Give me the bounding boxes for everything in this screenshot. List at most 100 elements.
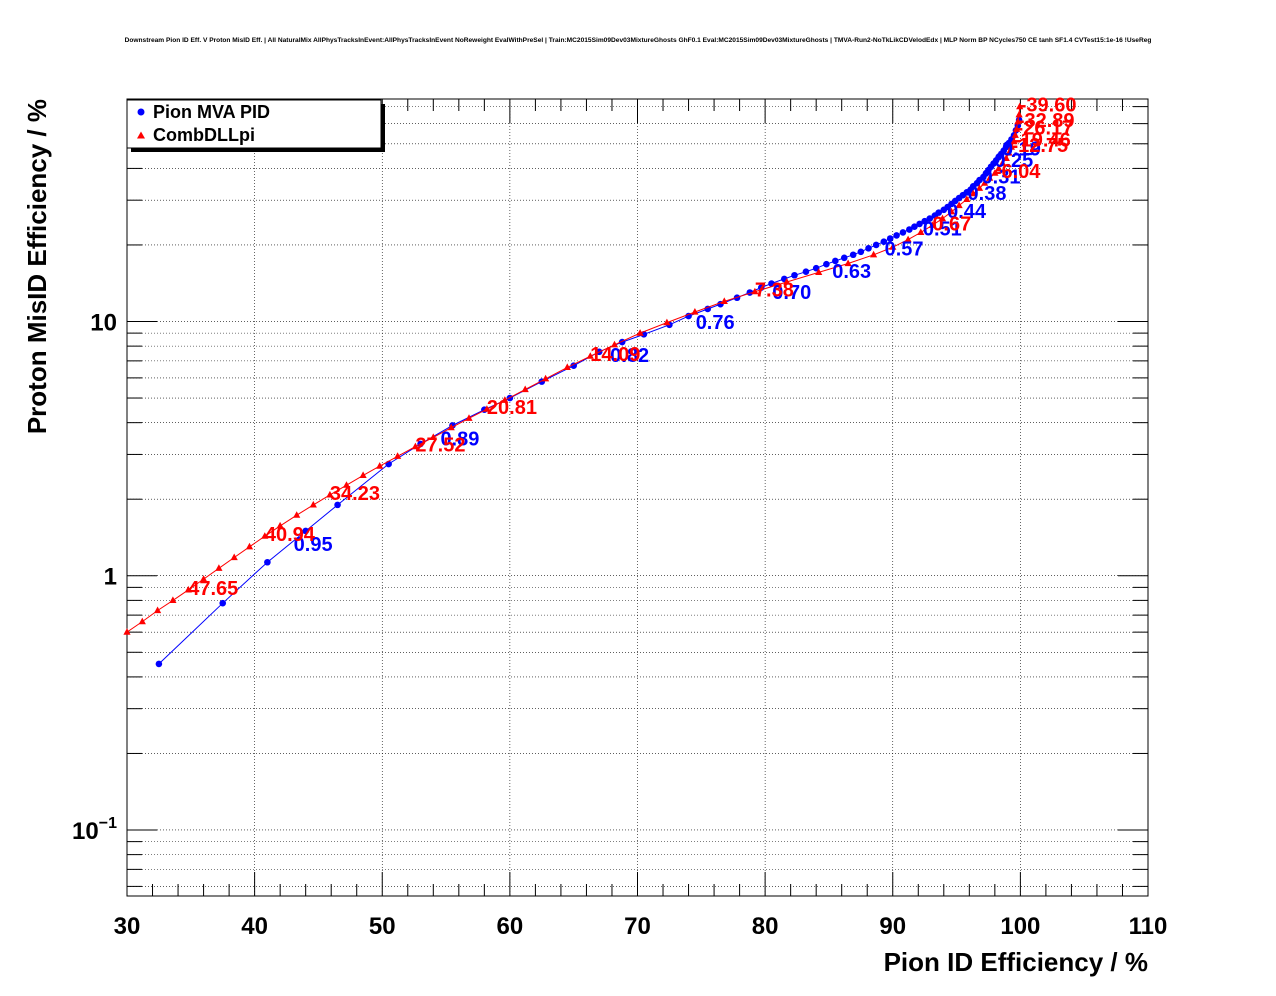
data-point-combdllpi — [293, 511, 301, 518]
data-label-combdllpi: 47.65 — [188, 578, 238, 600]
data-point-combdllpi — [981, 179, 989, 186]
data-label-pion-mva: 0.82 — [610, 345, 649, 367]
data-point-combdllpi — [947, 207, 956, 215]
data-point-combdllpi — [154, 606, 162, 614]
data-point-combdllpi — [326, 490, 334, 498]
data-point-combdllpi — [169, 596, 177, 603]
data-point-combdllpi — [691, 308, 699, 315]
data-point-pion-mva — [219, 599, 227, 607]
data-point-combdllpi — [359, 471, 367, 478]
x-tick-label: 110 — [1129, 913, 1168, 940]
legend: Pion MVA PID CombDLLpi — [126, 99, 385, 152]
series-line-pion-mva — [158, 119, 1020, 665]
data-point-pion-mva — [264, 558, 271, 566]
y-tick-label: 10−1 — [72, 815, 117, 845]
data-point-combdllpi — [215, 564, 223, 571]
data-label-pion-mva: 0.70 — [772, 282, 811, 304]
data-point-combdllpi — [1007, 143, 1015, 150]
data-point-pion-mva — [155, 660, 163, 668]
x-tick-label: 60 — [497, 913, 524, 940]
data-point-pion-mva — [823, 260, 830, 268]
data-point-pion-mva — [899, 229, 907, 236]
y-axis-label: Proton MisID Efficiency / % — [22, 99, 52, 434]
point-labels-layer: 0.95 0.89 0.82 0.76 0.70 0.63 0.570.510.440.38… — [188, 95, 1076, 600]
data-point-combdllpi — [483, 405, 491, 412]
data-point-combdllpi — [963, 195, 971, 202]
x-tick-labels: 30 40 50 60 70 80 90 100 110 — [114, 913, 1168, 940]
data-point-combdllpi — [720, 297, 728, 304]
data-point-pion-mva — [865, 245, 872, 252]
data-point-pion-mva — [302, 527, 309, 535]
data-label-combdllpi: 0.67 — [932, 213, 971, 235]
data-point-combdllpi — [1005, 149, 1013, 156]
data-point-combdllpi — [636, 329, 644, 336]
data-point-combdllpi — [986, 174, 994, 181]
data-point-pion-mva — [812, 264, 820, 272]
data-point-combdllpi — [928, 221, 936, 228]
data-point-combdllpi — [501, 396, 509, 403]
data-point-pion-mva — [849, 251, 857, 259]
data-point-pion-mva — [802, 268, 810, 275]
data-point-pion-mva — [872, 241, 880, 249]
data-point-combdllpi — [991, 169, 999, 176]
data-label-combdllpi: -26.17 — [1017, 117, 1074, 139]
data-point-combdllpi — [465, 414, 473, 421]
data-point-combdllpi — [230, 553, 238, 561]
data-point-pion-mva — [791, 271, 798, 279]
x-tick-label: 70 — [624, 913, 651, 940]
data-label-combdllpi: 7.38 — [755, 280, 794, 302]
data-point-combdllpi — [376, 462, 384, 469]
data-point-combdllpi — [610, 340, 619, 348]
data-label-combdllpi: 20.81 — [487, 397, 537, 419]
data-point-pion-mva — [840, 254, 848, 262]
chart-title: Downstream Pion ID Eff. V Proton MisID E… — [125, 37, 1152, 44]
x-axis-label: Pion ID Efficiency / % — [884, 947, 1148, 977]
data-label-combdllpi: 14.09 — [590, 344, 640, 366]
data-label-pion-mva: 0.51 — [923, 219, 962, 241]
data-label-combdllpi: -12.75 — [1011, 135, 1068, 157]
data-point-pion-mva — [926, 215, 934, 222]
data-point-combdllpi — [783, 278, 791, 285]
data-label-combdllpi: -19.46 — [1014, 130, 1071, 152]
legend-box — [126, 99, 382, 149]
data-point-combdllpi — [1012, 125, 1021, 132]
x-tick-label: 100 — [1000, 913, 1040, 940]
data-point-combdllpi — [138, 617, 146, 625]
data-label-pion-mva: 0.25 — [994, 150, 1033, 172]
x-tick-label: 90 — [879, 913, 906, 940]
axis-ticks — [126, 99, 1149, 896]
data-label-pion-mva: 0.38 — [968, 183, 1007, 205]
legend-marker-combdllpi — [137, 131, 145, 139]
data-label-combdllpi: 40.94 — [265, 524, 316, 546]
data-point-combdllpi — [123, 628, 131, 635]
data-point-combdllpi — [844, 259, 852, 267]
plot-frame — [126, 98, 1149, 897]
legend-marker-pion-mva — [137, 108, 145, 116]
data-point-combdllpi — [998, 159, 1007, 166]
data-point-combdllpi — [917, 228, 925, 235]
data-point-pion-mva — [921, 217, 928, 225]
data-label-combdllpi: -39.60 — [1020, 95, 1077, 117]
x-tick-label: 30 — [114, 913, 141, 940]
data-point-combdllpi — [955, 201, 963, 209]
y-tick-label: 1 — [104, 564, 117, 591]
data-point-combdllpi — [245, 542, 254, 550]
data-point-pion-mva — [570, 362, 577, 370]
data-point-combdllpi — [261, 532, 269, 539]
data-label-combdllpi: -6.04 — [995, 161, 1041, 183]
data-point-combdllpi — [429, 433, 437, 440]
y-tick-label: 10 — [90, 309, 117, 336]
data-point-combdllpi — [586, 352, 594, 359]
plot-grid — [127, 99, 1148, 896]
data-point-pion-mva — [893, 232, 900, 239]
data-point-combdllpi — [1015, 110, 1023, 118]
data-point-combdllpi — [521, 385, 529, 393]
data-point-combdllpi — [447, 423, 455, 431]
data-point-combdllpi — [1011, 131, 1019, 138]
data-label-pion-mva: 0.31 — [982, 167, 1021, 189]
data-point-combdllpi — [394, 452, 402, 459]
data-label-combdllpi: 27.52 — [415, 435, 465, 457]
data-point-combdllpi — [938, 214, 947, 222]
y-tick-labels: 10−1 1 10 — [72, 309, 117, 845]
